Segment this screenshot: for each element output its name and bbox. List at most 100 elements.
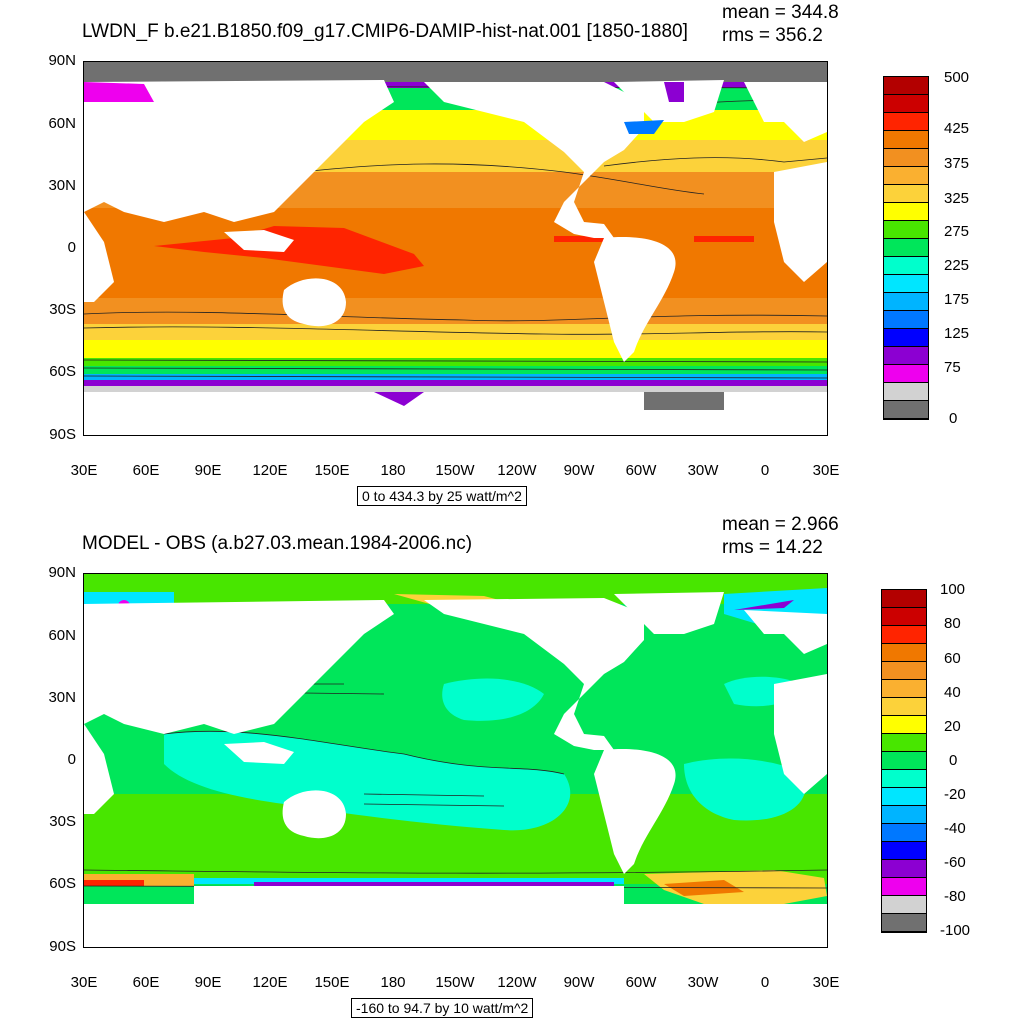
colorbar-label: -20: [944, 786, 966, 803]
lat-tick-label: 90N: [48, 52, 76, 69]
colorbar-label: 325: [944, 190, 970, 207]
colorbar-label: 100: [940, 581, 966, 598]
lat-tick-label: 60N: [48, 115, 76, 132]
lat-tick-label: 30S: [49, 813, 76, 830]
lon-tick-label: 150E: [314, 974, 350, 991]
contour-range-label: 0 to 434.3 by 25 watt/m^2: [357, 486, 527, 506]
colorbar-swatch: [884, 365, 928, 383]
colorbar-label: 40: [944, 684, 961, 701]
colorbar-swatch: [882, 896, 926, 914]
map-title: LWDN_F b.e21.B1850.f09_g17.CMIP6-DAMIP-h…: [82, 21, 688, 42]
lat-tick-label: 0: [67, 239, 76, 256]
colorbar-swatch: [884, 239, 928, 257]
lon-tick-label: 30E: [70, 462, 98, 479]
colorbar-label: 20: [944, 718, 961, 735]
lon-tick-label: 180: [380, 974, 406, 991]
colorbar-label: 0: [949, 410, 958, 427]
map-plot-top: [83, 61, 828, 436]
lat-tick-label: 0: [67, 751, 76, 768]
lon-tick-label: 90E: [194, 974, 222, 991]
lat-tick-label: 30S: [49, 301, 76, 318]
colorbar-label: 75: [944, 359, 961, 376]
lat-tick-label: 30N: [48, 177, 76, 194]
lon-tick-label: 150W: [435, 462, 475, 479]
colorbar-swatch: [884, 95, 928, 113]
lon-tick-label: 30W: [687, 974, 719, 991]
lon-tick-label: 120E: [252, 462, 288, 479]
colorbar-label: -60: [944, 854, 966, 871]
map-plot-bottom: [83, 573, 828, 948]
colorbar-swatch: [882, 644, 926, 662]
colorbar-swatch: [884, 113, 928, 131]
colorbar-top: [883, 76, 929, 420]
colorbar-swatch: [882, 716, 926, 734]
colorbar-label: 275: [944, 223, 970, 240]
colorbar-swatch: [884, 77, 928, 95]
colorbar-swatch: [884, 185, 928, 203]
colorbar-swatch: [882, 662, 926, 680]
colorbar-swatch: [882, 734, 926, 752]
colorbar-swatch: [882, 770, 926, 788]
colorbar-label: 60: [944, 650, 961, 667]
colorbar-swatch: [882, 806, 926, 824]
colorbar-bottom: [881, 589, 927, 933]
colorbar-swatch: [884, 221, 928, 239]
contour-map-top: [84, 62, 827, 435]
colorbar-swatch: [882, 842, 926, 860]
colorbar-swatch: [884, 167, 928, 185]
colorbar-label: 225: [944, 257, 970, 274]
colorbar-swatch: [882, 914, 926, 932]
lon-tick-label: 120W: [497, 462, 537, 479]
colorbar-swatch: [884, 203, 928, 221]
lat-tick-label: 90N: [48, 564, 76, 581]
lon-tick-label: 0: [760, 462, 770, 479]
lon-tick-label: 0: [760, 974, 770, 991]
map-title: MODEL - OBS (a.b27.03.mean.1984-2006.nc): [82, 533, 473, 554]
lon-tick-label: 90W: [563, 462, 595, 479]
lat-tick-label: 90S: [49, 426, 76, 443]
lat-tick-label: 90S: [49, 938, 76, 955]
lon-tick-label: 30E: [70, 974, 98, 991]
lon-tick-label: 90W: [563, 974, 595, 991]
colorbar-swatch: [882, 752, 926, 770]
lat-tick-label: 60N: [48, 627, 76, 644]
colorbar-label: 425: [944, 120, 970, 137]
colorbar-label: 500: [944, 69, 970, 86]
colorbar-label: 375: [944, 155, 970, 172]
colorbar-swatch: [882, 824, 926, 842]
lon-tick-label: 90E: [194, 462, 222, 479]
mean-label: mean = 2.966: [722, 514, 839, 535]
lat-tick-label: 60S: [49, 363, 76, 380]
colorbar-swatch: [882, 698, 926, 716]
lon-tick-label: 180: [380, 462, 406, 479]
lon-tick-label: 60W: [625, 974, 657, 991]
lon-tick-label: 150E: [314, 462, 350, 479]
contour-range-label: -160 to 94.7 by 10 watt/m^2: [351, 998, 534, 1018]
colorbar-swatch: [884, 311, 928, 329]
colorbar-swatch: [884, 329, 928, 347]
colorbar-swatch: [884, 383, 928, 401]
colorbar-label: 175: [944, 291, 970, 308]
lat-tick-label: 30N: [48, 689, 76, 706]
colorbar-label: -40: [944, 820, 966, 837]
colorbar-swatch: [884, 275, 928, 293]
colorbar-swatch: [884, 257, 928, 275]
contour-map-bottom: [84, 574, 827, 947]
lon-tick-label: 30W: [687, 462, 719, 479]
colorbar-swatch: [882, 608, 926, 626]
colorbar-swatch: [882, 590, 926, 608]
lat-tick-label: 60S: [49, 875, 76, 892]
colorbar-swatch: [882, 878, 926, 896]
colorbar-swatch: [884, 347, 928, 365]
colorbar-swatch: [884, 131, 928, 149]
colorbar-label: -80: [944, 888, 966, 905]
rms-label: rms = 356.2: [722, 25, 823, 46]
lon-tick-label: 30E: [812, 462, 840, 479]
colorbar-swatch: [882, 860, 926, 878]
colorbar-swatch: [884, 293, 928, 311]
lon-tick-label: 120W: [497, 974, 537, 991]
colorbar-swatch: [882, 626, 926, 644]
colorbar-swatch: [884, 401, 928, 419]
mean-label: mean = 344.8: [722, 2, 839, 23]
colorbar-swatch: [882, 680, 926, 698]
